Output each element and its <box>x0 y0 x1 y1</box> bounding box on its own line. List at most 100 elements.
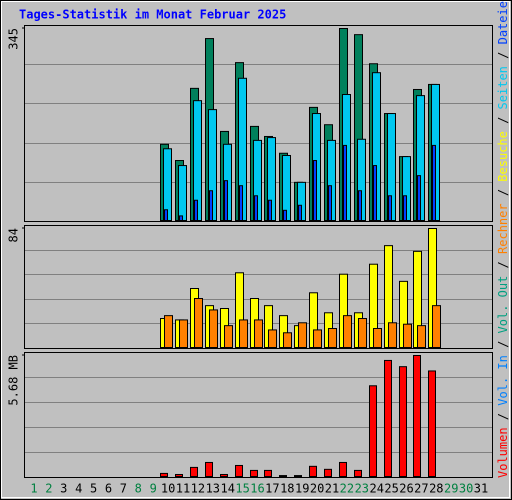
bar <box>328 328 337 348</box>
x-tick-label: 29 <box>444 482 458 496</box>
bar <box>164 209 168 221</box>
legend-entry: Dateien <box>496 0 510 44</box>
bar <box>194 199 198 222</box>
x-tick-label: 20 <box>310 482 324 496</box>
bar <box>343 315 352 348</box>
x-tick-label: 27 <box>414 482 428 496</box>
legend-separator: / <box>496 109 510 131</box>
legend-entry: Vol. Out <box>496 276 510 334</box>
bar <box>399 366 407 477</box>
bar <box>179 215 183 221</box>
x-tick-label: 3 <box>60 482 67 496</box>
bar <box>283 332 292 348</box>
legend-entry: Vol. In <box>496 355 510 406</box>
bar <box>358 318 367 348</box>
bar <box>309 465 317 478</box>
legend-separator: / <box>496 182 510 204</box>
bar <box>283 209 287 222</box>
bar <box>175 473 183 477</box>
bar <box>194 298 203 348</box>
x-tick-label: 15 <box>235 482 249 496</box>
bar <box>298 204 302 221</box>
x-tick-label: 31 <box>474 482 488 496</box>
x-tick-label: 9 <box>150 482 157 496</box>
bar <box>294 475 302 477</box>
bar <box>250 469 258 477</box>
bar <box>209 190 213 222</box>
legend-entry: Volumen <box>496 427 510 478</box>
legend-entry: Seiten <box>496 66 510 109</box>
x-tick-label: 28 <box>429 482 443 496</box>
bar <box>279 475 287 477</box>
y-tick-label: 84 <box>7 228 21 242</box>
bar <box>339 461 347 477</box>
x-tick-label: 23 <box>355 482 369 496</box>
bar <box>224 180 228 222</box>
x-tick-label: 10 <box>161 482 175 496</box>
bar <box>369 385 377 478</box>
legend-separator: / <box>496 406 510 428</box>
x-tick-label: 12 <box>191 482 205 496</box>
bar <box>268 199 272 222</box>
bar <box>432 144 436 221</box>
x-tick-label: 19 <box>295 482 309 496</box>
x-tick-label: 21 <box>325 482 339 496</box>
x-tick-label: 24 <box>369 482 383 496</box>
x-tick-label: 7 <box>120 482 127 496</box>
x-tick-label: 11 <box>176 482 190 496</box>
x-tick-label: 17 <box>265 482 279 496</box>
x-tick-label: 13 <box>206 482 220 496</box>
bar <box>209 309 218 348</box>
bar <box>428 370 436 477</box>
bar <box>358 190 362 222</box>
x-tick-label: 16 <box>250 482 264 496</box>
bar <box>178 165 187 221</box>
x-tick-label: 14 <box>220 482 234 496</box>
chart-title: Tages-Statistik im Monat Februar 2025 <box>19 8 286 22</box>
bar <box>417 325 426 348</box>
bar <box>160 472 168 477</box>
bar <box>403 195 407 221</box>
x-tick-label: 2 <box>45 482 52 496</box>
bar <box>254 319 263 348</box>
bar <box>313 329 322 348</box>
x-tick-label: 18 <box>280 482 294 496</box>
bar <box>328 185 332 221</box>
bar <box>403 323 412 349</box>
x-tick-label: 4 <box>75 482 82 496</box>
y-tick-label: 5.68 MB <box>7 355 21 406</box>
x-tick-label: 5 <box>90 482 97 496</box>
bar <box>373 165 377 221</box>
x-tick-label: 25 <box>384 482 398 496</box>
bar <box>264 469 272 477</box>
bar <box>384 359 392 478</box>
bar <box>413 355 421 477</box>
bar <box>205 461 213 477</box>
x-tick-label: 6 <box>105 482 112 496</box>
legend-separator: / <box>496 254 510 276</box>
bar <box>354 469 362 477</box>
legend-separator: / <box>496 44 510 66</box>
bar <box>254 195 258 221</box>
x-tick-label: 22 <box>340 482 354 496</box>
bar <box>179 319 188 348</box>
x-tick-label: 1 <box>30 482 37 496</box>
bar <box>417 175 421 221</box>
legend-separator: / <box>496 333 510 355</box>
bar <box>313 160 317 222</box>
bar <box>388 195 392 221</box>
bar <box>239 319 248 348</box>
bar <box>268 329 277 348</box>
bar <box>373 328 382 348</box>
bar <box>164 315 173 348</box>
x-tick-label: 8 <box>135 482 142 496</box>
bar <box>224 325 233 348</box>
legend: Volumen / Vol. In / Vol. Out / Rechner /… <box>496 0 510 478</box>
bar <box>190 466 198 478</box>
bar <box>239 185 243 221</box>
y-tick-label: 345 <box>7 28 21 50</box>
bar <box>220 473 228 477</box>
legend-entry: Rechner <box>496 203 510 254</box>
